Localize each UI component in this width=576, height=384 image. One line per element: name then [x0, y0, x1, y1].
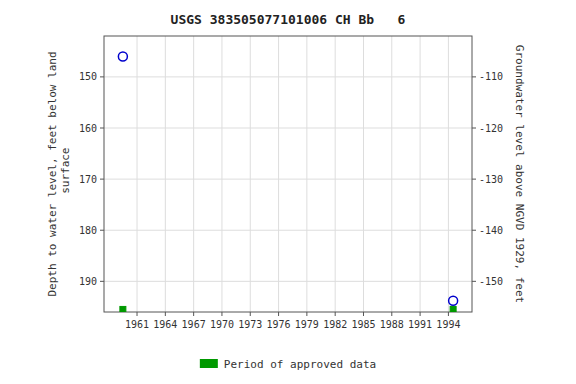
y-tick-label: 160: [79, 123, 97, 134]
legend-swatch: [200, 359, 218, 368]
x-tick: [363, 312, 364, 316]
x-tick-label: 1961: [125, 319, 149, 330]
x-tick-label: 1964: [153, 319, 177, 330]
y-tick-label: 180: [79, 225, 97, 236]
x-tick: [306, 312, 307, 316]
title: USGS 383505077101006 CH Bb 6: [171, 12, 406, 27]
y2-tick: [472, 230, 476, 231]
y2-tick-label: -150: [479, 276, 503, 287]
grid-line-x: [250, 36, 251, 312]
y-axis-label-line: Depth to water level, feet below land: [46, 51, 59, 296]
grid-line-x: [306, 36, 307, 312]
x-tick-label: 1991: [408, 319, 432, 330]
plot-frame: [104, 36, 472, 312]
x-tick: [221, 312, 222, 316]
y-tick: [100, 76, 104, 77]
chart-container: 1961 1964 1967 1970 1973 1976 1979 1982 1985 1988…: [0, 0, 576, 384]
grid-line-x: [391, 36, 392, 312]
x-tick-label: 1982: [323, 319, 347, 330]
x-tick: [250, 312, 251, 316]
grid-line-x: [137, 36, 138, 312]
grid-line-y: [104, 179, 472, 180]
marks: [118, 52, 457, 312]
grid-line-x: [363, 36, 364, 312]
y-tick: [100, 128, 104, 129]
grid-line-x: [278, 36, 279, 312]
x-tick-label: 1973: [238, 319, 262, 330]
y-tick-label: 190: [79, 276, 97, 287]
y2-tick: [472, 179, 476, 180]
y2-tick: [472, 76, 476, 77]
point-circle: [449, 296, 458, 305]
grid-line-x: [193, 36, 194, 312]
grid-line-x: [165, 36, 166, 312]
grid-line-y: [104, 128, 472, 129]
x-tick: [335, 312, 336, 316]
grid-line-y: [104, 76, 472, 77]
grid-line-y: [104, 281, 472, 282]
x-tick: [391, 312, 392, 316]
x-tick-label: 1985: [351, 319, 375, 330]
y2-tick-label: -140: [479, 225, 503, 236]
y-axis-label: Depth to water level, feet below land su…: [46, 51, 72, 296]
y2-tick: [472, 128, 476, 129]
x-tick-label: 1994: [436, 319, 460, 330]
y-axis-label-line: surface: [59, 148, 72, 201]
grid-line-x: [221, 36, 222, 312]
legend-label: Period of approved data: [224, 358, 376, 371]
legend: Period of approved data: [200, 358, 376, 371]
y2-tick-label: -120: [479, 123, 503, 134]
y-tick-label: 150: [79, 71, 97, 82]
x-tick: [193, 312, 194, 316]
y-tick: [100, 281, 104, 282]
x-tick: [165, 312, 166, 316]
x-tick: [420, 312, 421, 316]
grid-line-y: [104, 230, 472, 231]
grid-line-x: [448, 36, 449, 312]
x-tick-label: 1988: [380, 319, 404, 330]
y-tick: [100, 179, 104, 180]
chart-svg: 1961 1964 1967 1970 1973 1976 1979 1982 1985 1988…: [0, 0, 576, 384]
x-tick-label: 1979: [295, 319, 319, 330]
x-tick: [137, 312, 138, 316]
point-square: [450, 306, 456, 312]
x-tick: [278, 312, 279, 316]
grid-line-x: [420, 36, 421, 312]
y2-tick-label: -130: [479, 174, 503, 185]
y2-axis-label: Groundwater level above NGVD 1929, feet: [513, 45, 526, 303]
x-tick: [448, 312, 449, 316]
y2-tick: [472, 281, 476, 282]
point-square: [120, 306, 126, 312]
point-circle: [118, 52, 127, 61]
x-tick-label: 1976: [267, 319, 291, 330]
y-tick-label: 170: [79, 174, 97, 185]
x-tick-label: 1970: [210, 319, 234, 330]
grid-line-x: [335, 36, 336, 312]
axes: 1961 1964 1967 1970 1973 1976 1979 1982 1985 1988…: [79, 71, 503, 330]
y-tick: [100, 230, 104, 231]
x-tick-label: 1967: [182, 319, 206, 330]
grid: [104, 36, 472, 312]
y2-tick-label: -110: [479, 71, 503, 82]
